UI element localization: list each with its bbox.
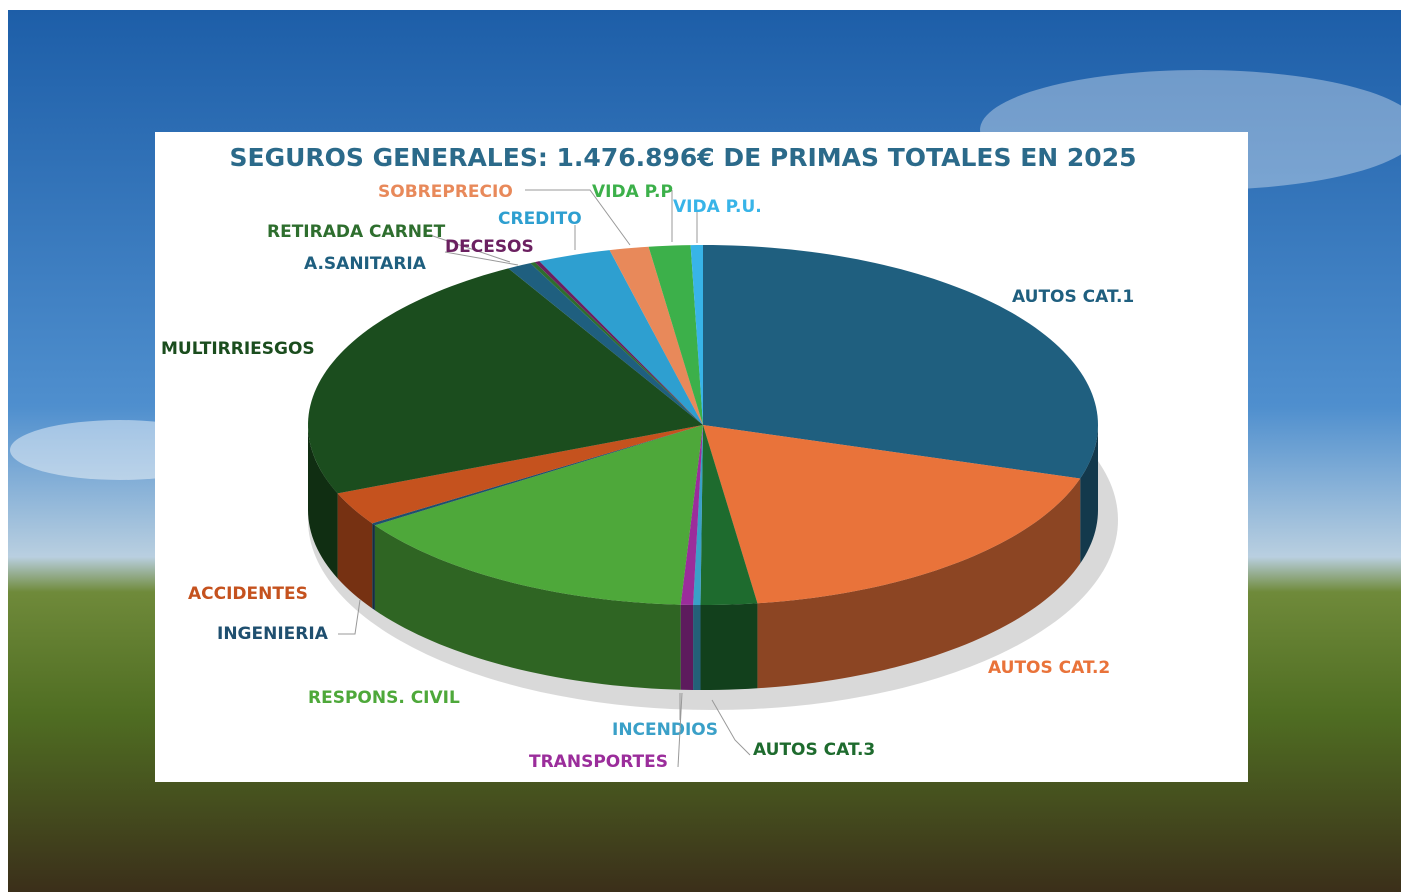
- pie-slice: [703, 425, 1081, 604]
- pie-slice: [693, 425, 703, 605]
- slice-label: VIDA P.U.: [673, 197, 762, 217]
- slice-label: RESPONS. CIVIL: [308, 688, 460, 708]
- leader-line: [429, 234, 511, 263]
- pie-slice-side: [308, 425, 338, 579]
- slice-label: AUTOS CAT.2: [988, 658, 1110, 678]
- slice-label: TRANSPORTES: [529, 752, 668, 772]
- leader-line: [444, 251, 519, 266]
- pie-slice: [374, 425, 703, 605]
- slice-label: SOBREPRECIO: [378, 182, 513, 202]
- pie-slice: [690, 245, 703, 425]
- pie-slice-side: [693, 604, 701, 690]
- slice-label: MULTIRRIESGOS: [161, 339, 315, 359]
- pie-slice: [539, 250, 703, 425]
- pie-slice: [530, 262, 703, 425]
- pie-slice: [508, 263, 703, 425]
- pie-slice-side: [700, 603, 758, 690]
- pie-tops: [308, 245, 1098, 605]
- leader-line: [677, 692, 683, 768]
- chart-title: SEGUROS GENERALES: 1.476.896€ DE PRIMAS …: [230, 143, 1137, 172]
- leader-line: [338, 599, 361, 635]
- pie-slice: [700, 425, 758, 605]
- slice-label: ACCIDENTES: [188, 584, 308, 604]
- pie-slice-side: [1080, 425, 1098, 564]
- slice-label: A.SANITARIA: [304, 254, 427, 274]
- pie-slice: [680, 425, 703, 605]
- pie-slice: [337, 425, 703, 524]
- slice-label: VIDA P.P: [592, 182, 673, 202]
- pie-slice: [534, 261, 703, 425]
- pie-slice: [609, 246, 703, 425]
- pie-sides: [308, 425, 1098, 690]
- pie-slice-side: [374, 525, 681, 690]
- pie-slice-side: [757, 478, 1081, 689]
- slice-label: CREDITO: [498, 209, 582, 229]
- slice-label: DECESOS: [445, 237, 534, 257]
- pie-slice: [703, 245, 1098, 479]
- pie-slice-side: [372, 523, 375, 611]
- slice-label: AUTOS CAT.3: [753, 740, 875, 760]
- slice-label: AUTOS CAT.1: [1012, 287, 1134, 307]
- pie: [308, 245, 1118, 710]
- slice-label: INCENDIOS: [612, 720, 718, 740]
- leader-line: [525, 189, 631, 246]
- pie-slice: [372, 425, 703, 526]
- pie-slice: [308, 268, 703, 494]
- pie-slice: [648, 245, 703, 425]
- slice-label: INGENIERIA: [217, 624, 329, 644]
- pie-slice-side: [337, 493, 373, 609]
- leader-line: [711, 699, 751, 756]
- slice-label: RETIRADA CARNET: [267, 222, 446, 242]
- pie-slice-side: [680, 604, 694, 690]
